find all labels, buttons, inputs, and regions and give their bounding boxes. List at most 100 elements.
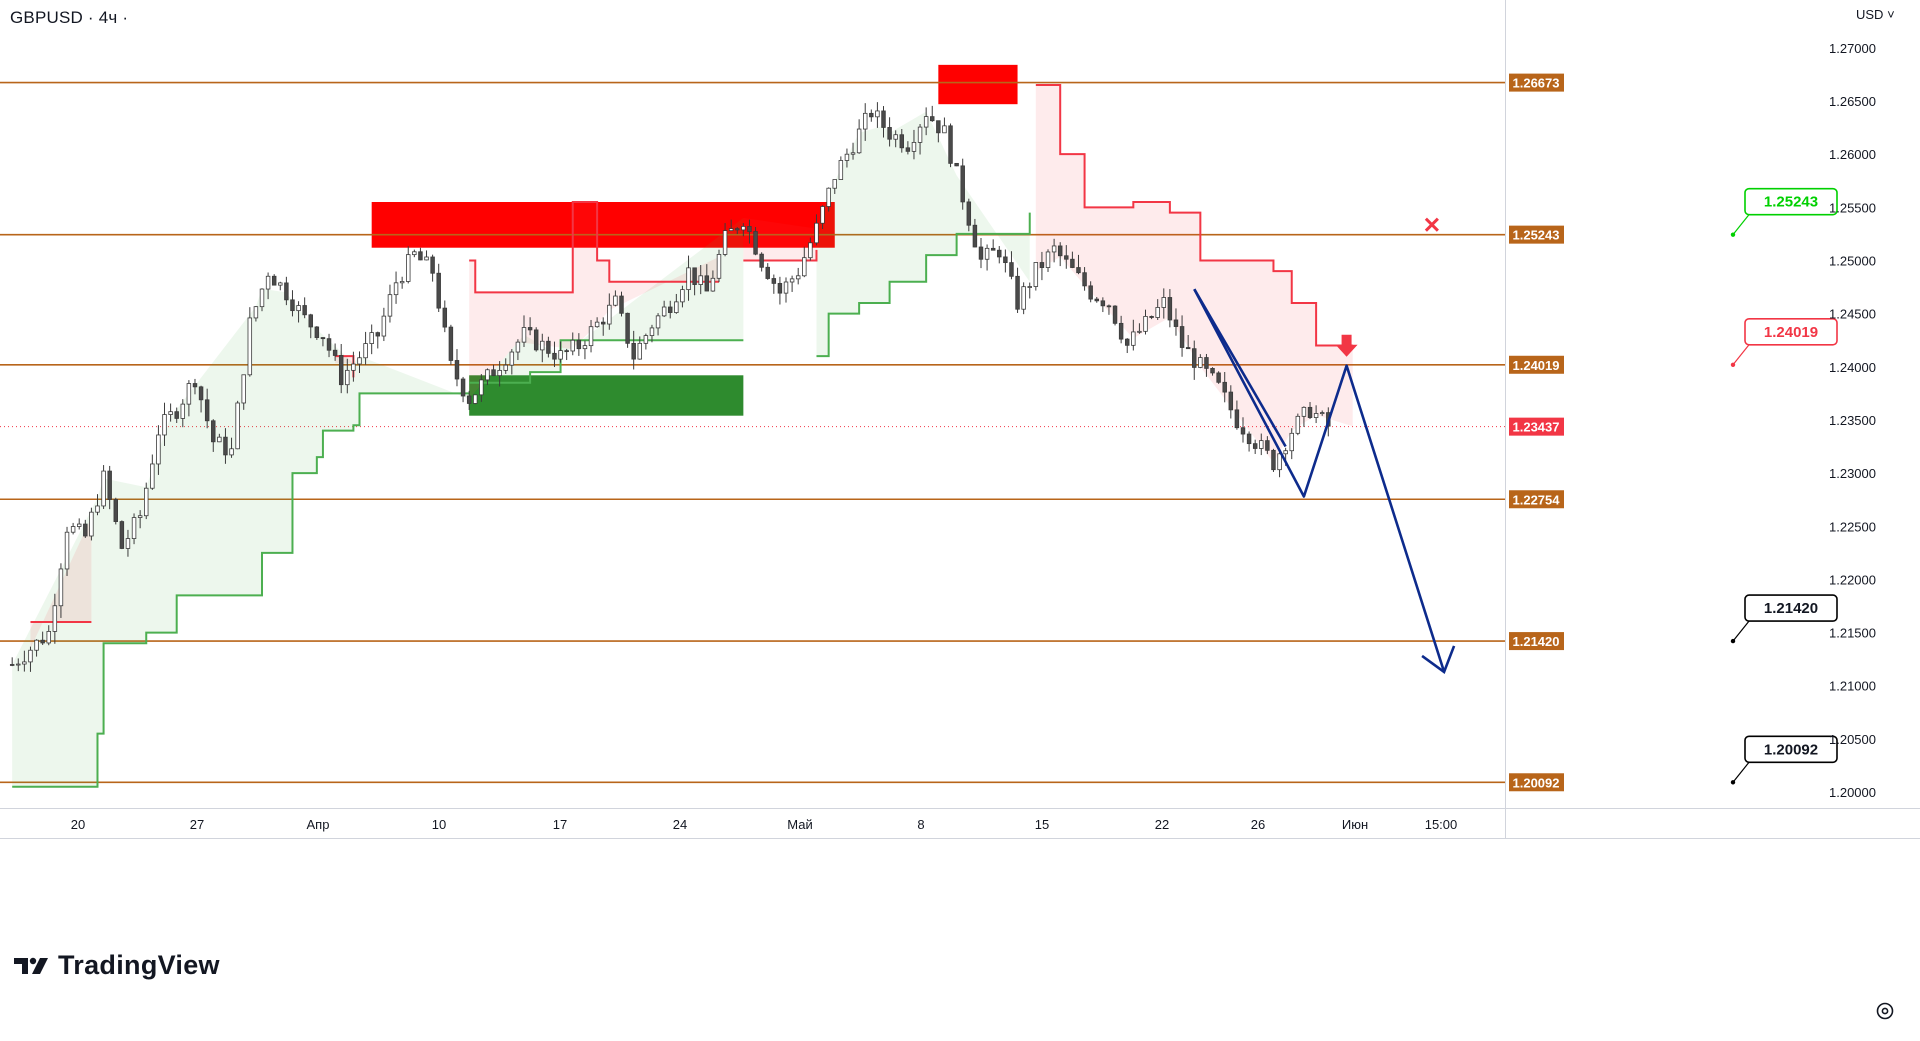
candle-bull (1295, 415, 1301, 434)
markers-layer: 1.25243 1.24019 1.21420 1.20092 (1335, 187, 1838, 785)
candle-bull (351, 363, 356, 371)
candle-bear (1094, 298, 1099, 302)
supertrend-layer (12, 84, 1353, 788)
level-price-label: 1.24019 (1513, 358, 1560, 373)
candle-bear (308, 314, 313, 328)
annotation-label: 1.25243 (1764, 194, 1818, 211)
candle-bear (1167, 297, 1173, 321)
candle-bull (497, 369, 502, 377)
candle-bull (558, 350, 563, 360)
level-price-tag (1509, 73, 1564, 92)
candle-bull (363, 343, 368, 359)
candle-bull (1045, 251, 1051, 268)
candle-bear (704, 275, 710, 292)
candle-bear (1100, 300, 1106, 307)
candle-bear (668, 306, 673, 313)
annotation-anchor (1730, 232, 1736, 237)
candle-bull (728, 228, 734, 232)
candle-bear (1088, 285, 1093, 300)
candle-bear (466, 395, 472, 404)
candle-bull (680, 289, 685, 303)
candle-bear (9, 664, 15, 666)
time-tick-label: 24 (673, 817, 687, 832)
candle-bull (101, 470, 106, 507)
candle-bear (533, 329, 539, 351)
candle-bear (1106, 305, 1112, 308)
candle-bull (686, 267, 691, 291)
candle-bear (747, 226, 752, 232)
candle-bull (917, 126, 923, 143)
price-tick-label: 1.24000 (1829, 360, 1876, 375)
candle-bear (960, 165, 965, 203)
candle-bear (1185, 347, 1191, 350)
annotation-callout-2: 1.24019 (1730, 317, 1838, 367)
candle-bear (223, 436, 228, 456)
candle-bull (795, 275, 801, 280)
candle-bull (698, 275, 703, 285)
candle-bear (1015, 275, 1020, 310)
candle-bear (692, 267, 697, 285)
symbol-title[interactable]: GBPUSD · 4ч · (10, 8, 129, 27)
candle-bear (454, 360, 460, 380)
supply-zone-2 (938, 64, 1018, 105)
candle-bull (76, 523, 82, 527)
candle-bull (64, 531, 70, 570)
candle-bull (406, 254, 411, 282)
candle-bull (521, 327, 527, 343)
settings-gear-icon[interactable] (1874, 1000, 1896, 1022)
annotation-connector (1732, 761, 1750, 783)
candle-bull (253, 306, 259, 319)
annotation-anchor (1730, 638, 1736, 644)
candle-bull (381, 315, 387, 337)
supertrend-down-line-5 (1035, 84, 1353, 347)
tradingview-logo[interactable]: TradingView (14, 950, 220, 981)
candle-bear (192, 383, 198, 388)
candle-bear (1192, 348, 1197, 368)
annotation-callout-4: 1.20092 (1730, 735, 1838, 785)
candle-bull (399, 281, 405, 284)
candle-bull (802, 257, 807, 277)
supertrend-up-line-1 (12, 392, 470, 788)
price-tick-label: 1.23000 (1829, 466, 1876, 481)
candle-bear (211, 420, 216, 443)
supertrend-up-fill-2 (469, 217, 744, 399)
candle-bull (387, 294, 393, 317)
candle-bear (113, 499, 118, 522)
candle-bear (1210, 368, 1215, 374)
candle-bull (265, 275, 271, 290)
level-price-label: 1.21420 (1513, 634, 1560, 649)
candle-bear (881, 110, 886, 128)
currency-select[interactable]: USD ˅ (1856, 7, 1895, 22)
supertrend-up-line-2 (469, 339, 744, 384)
candle-bull (162, 414, 167, 436)
candle-bull (783, 281, 789, 294)
time-tick-label: 15:00 (1425, 817, 1458, 832)
time-tick-label: 10 (432, 817, 446, 832)
candle-bull (247, 317, 253, 376)
candle-bull (862, 112, 868, 130)
candle-bull (479, 379, 484, 396)
candle-bull (1143, 316, 1148, 332)
candle-bear (777, 283, 783, 294)
price-tick-label: 1.20000 (1829, 785, 1876, 800)
candle-bull (1259, 440, 1264, 449)
annotation-callout-1: 1.25243 (1730, 187, 1838, 237)
candle-bull (278, 282, 283, 286)
price-tick-label: 1.20500 (1829, 732, 1876, 747)
candle-bull (838, 160, 844, 180)
candle-bear (460, 378, 466, 397)
candle-bear (869, 112, 874, 118)
candle-bull (241, 374, 246, 404)
candle-bull (1313, 413, 1319, 418)
candle-bear (631, 342, 636, 360)
candle-bull (186, 383, 192, 405)
annotation-label: 1.20092 (1764, 741, 1818, 758)
candle-bull (789, 278, 795, 283)
candle-bear (284, 282, 289, 301)
candle-bear (576, 339, 582, 350)
candle-bear (198, 386, 204, 401)
candle-bull (613, 295, 618, 306)
candle-bull (814, 222, 819, 244)
